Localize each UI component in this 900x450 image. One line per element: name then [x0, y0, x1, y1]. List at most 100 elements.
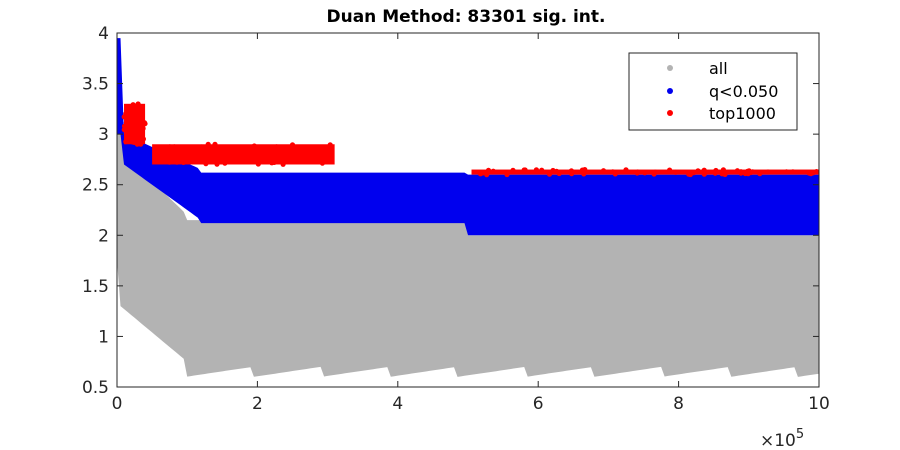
- data-point: [757, 171, 763, 177]
- data-point: [138, 120, 144, 126]
- data-point: [234, 149, 240, 155]
- legend-label-all: all: [709, 59, 728, 78]
- legend-marker-all: [667, 65, 673, 71]
- data-point: [271, 159, 277, 165]
- data-point: [272, 150, 279, 156]
- data-point: [157, 149, 163, 155]
- data-point: [738, 169, 744, 175]
- legend-label-q: q<0.050: [709, 82, 778, 101]
- plot-frame: [116, 32, 820, 388]
- data-point: [244, 158, 250, 164]
- data-point: [255, 161, 261, 167]
- x-axis: 0 2 4 6 8 10: [112, 33, 830, 414]
- data-point: [130, 110, 136, 116]
- data-point: [135, 101, 141, 107]
- data-point: [123, 139, 129, 145]
- data-point: [318, 148, 324, 154]
- legend-box: [628, 52, 798, 131]
- data-point: [214, 149, 220, 155]
- data-point: [174, 159, 180, 165]
- data-point: [289, 142, 296, 148]
- x-tick-label: 0: [112, 394, 123, 414]
- data-point: [202, 152, 208, 158]
- data-point: [189, 151, 195, 157]
- data-point: [212, 141, 218, 147]
- data-point: [195, 156, 201, 162]
- data-point: [695, 168, 701, 174]
- data-point: [280, 161, 286, 167]
- data-point: [121, 127, 127, 133]
- data-point: [277, 148, 283, 154]
- point-cloud-band: [152, 144, 335, 165]
- data-point: [623, 167, 629, 173]
- data-point: [135, 113, 141, 119]
- y-tick-label: 0.5: [82, 378, 109, 398]
- data-point: [667, 167, 673, 173]
- x-tick-label: 6: [533, 394, 544, 414]
- data-point: [121, 114, 127, 120]
- data-point: [167, 144, 173, 150]
- data-point: [190, 146, 196, 152]
- data-point: [642, 170, 648, 176]
- data-point: [712, 170, 718, 176]
- data-point: [484, 172, 490, 178]
- legend-marker-q: [667, 88, 673, 94]
- data-point: [790, 169, 796, 175]
- data-point: [600, 168, 607, 174]
- data-point: [136, 134, 142, 140]
- data-point: [568, 168, 575, 174]
- data-point: [130, 118, 136, 124]
- data-point: [277, 154, 283, 160]
- y-tick-label: 3: [98, 125, 109, 145]
- data-point: [673, 169, 679, 175]
- data-point: [490, 168, 496, 174]
- chart-title: Duan Method: 83301 sig. int.: [326, 7, 605, 27]
- data-point: [765, 169, 771, 175]
- y-tick-label: 4: [98, 24, 109, 44]
- data-point: [195, 152, 202, 158]
- data-point: [311, 147, 317, 153]
- data-point: [687, 171, 694, 178]
- data-point: [327, 142, 333, 148]
- data-point: [556, 170, 562, 177]
- data-point: [222, 160, 228, 166]
- data-point: [171, 144, 177, 150]
- data-point: [131, 139, 137, 145]
- data-point: [173, 151, 179, 157]
- series-all: [117, 33, 819, 377]
- data-point: [612, 171, 618, 177]
- data-point: [258, 154, 264, 160]
- x-exponent-label: ×105: [760, 427, 804, 450]
- data-point: [634, 170, 640, 176]
- data-point: [261, 149, 267, 155]
- data-point: [267, 155, 273, 161]
- series-top1000: [121, 101, 819, 178]
- data-point: [719, 171, 725, 177]
- data-point: [783, 169, 790, 175]
- legend-label-top1000: top1000: [709, 104, 776, 123]
- data-point: [130, 102, 136, 108]
- data-point: [180, 159, 186, 165]
- data-point: [533, 167, 540, 173]
- y-axis: 0.5 1 1.5 2 2.5 3 3.5 4: [82, 24, 819, 398]
- data-point: [290, 156, 296, 162]
- series-q-0-050: [117, 38, 819, 236]
- data-point: [813, 169, 819, 175]
- x-tick-label: 2: [252, 394, 263, 414]
- data-point: [510, 167, 516, 173]
- x-tick-label: 4: [392, 394, 403, 414]
- data-point: [257, 148, 263, 154]
- x-tick-label: 10: [808, 394, 830, 414]
- data-point: [550, 167, 556, 174]
- data-point: [742, 170, 748, 177]
- data-point: [292, 151, 298, 157]
- data-point: [521, 167, 527, 173]
- x-exponent-power: 5: [796, 427, 804, 442]
- data-point: [205, 141, 211, 147]
- data-point: [652, 169, 658, 175]
- data-point: [539, 167, 545, 173]
- data-point: [546, 171, 553, 177]
- data-point: [504, 171, 510, 178]
- data-point: [720, 167, 727, 173]
- data-point: [142, 121, 148, 127]
